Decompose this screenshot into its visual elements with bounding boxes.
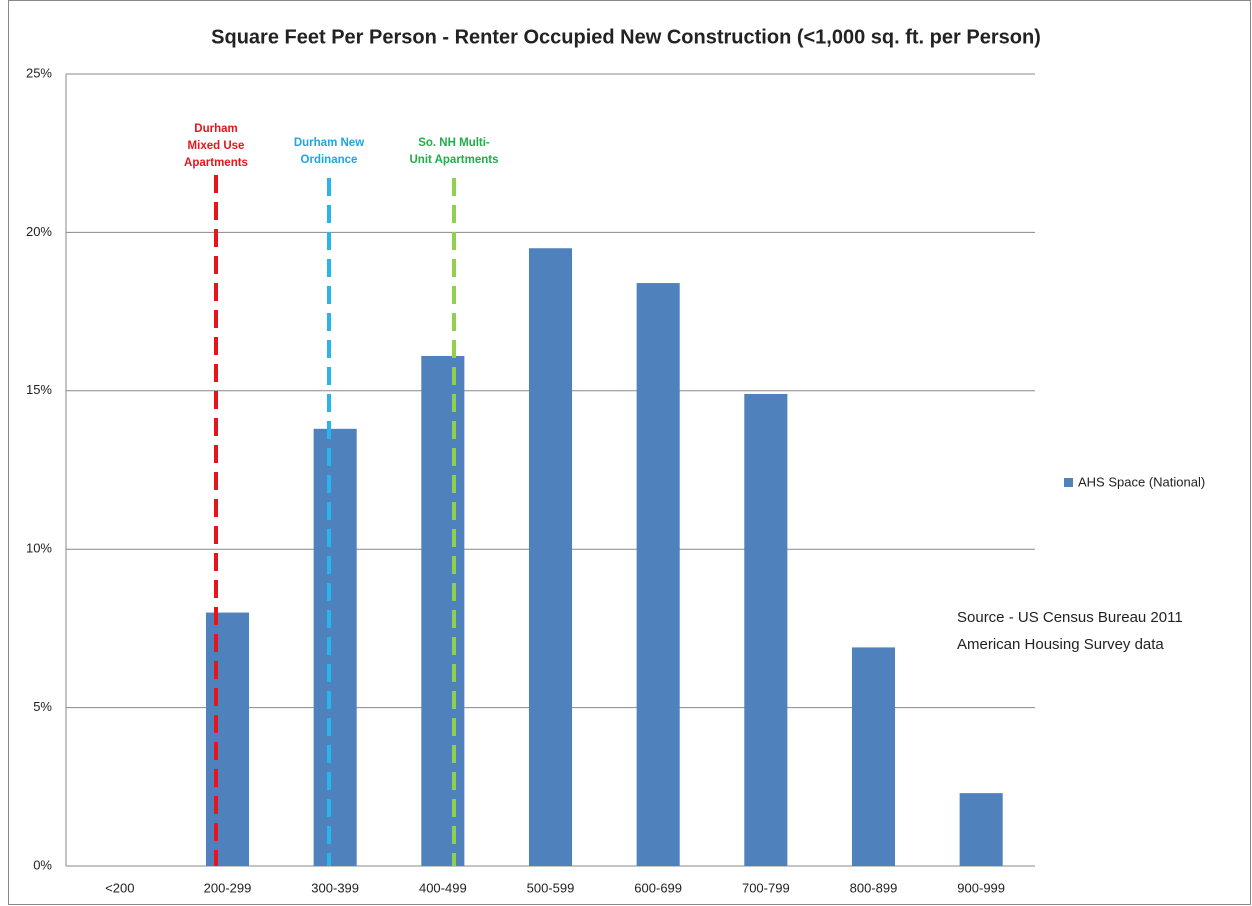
x-tick-label: 600-699: [634, 880, 682, 895]
source-note: Source - US Census Bureau 2011: [957, 609, 1183, 626]
bar: [313, 428, 357, 866]
x-tick-label: 900-999: [957, 880, 1005, 895]
bar: [205, 612, 250, 866]
bar: [636, 283, 680, 866]
y-tick-label: 10%: [26, 541, 52, 556]
legend-swatch: [1064, 478, 1073, 487]
y-tick-label: 15%: [26, 382, 52, 397]
bar: [744, 393, 788, 866]
x-tick-label: 300-399: [311, 880, 359, 895]
chart-title: Square Feet Per Person - Renter Occupied…: [211, 26, 1041, 48]
bar: [421, 355, 465, 866]
chart-border: [8, 0, 1251, 905]
bar: [528, 248, 573, 867]
annotation-label: Apartments: [184, 157, 248, 169]
bar: [959, 793, 1003, 866]
x-tick-label: 400-499: [419, 880, 467, 895]
annotation-label: So. NH Multi-: [418, 137, 490, 149]
x-tick-label: 800-899: [850, 880, 898, 895]
x-tick-label: 500-599: [527, 880, 575, 895]
y-tick-label: 25%: [26, 65, 52, 80]
annotation-label: Durham: [194, 123, 237, 135]
x-tick-label: 700-799: [742, 880, 790, 895]
annotation-label: Unit Apartments: [409, 154, 498, 166]
source-note: American Housing Survey data: [957, 636, 1164, 653]
annotation-label: Mixed Use: [188, 140, 245, 152]
x-tick-label: <200: [105, 880, 134, 895]
y-tick-label: 5%: [33, 699, 52, 714]
y-tick-label: 0%: [33, 857, 52, 872]
bar: [851, 647, 896, 866]
annotation-label: Durham New: [294, 137, 364, 149]
y-tick-label: 20%: [26, 224, 52, 239]
legend-label: AHS Space (National): [1078, 474, 1205, 489]
annotation-label: Ordinance: [301, 154, 358, 166]
x-tick-label: 200-299: [204, 880, 252, 895]
